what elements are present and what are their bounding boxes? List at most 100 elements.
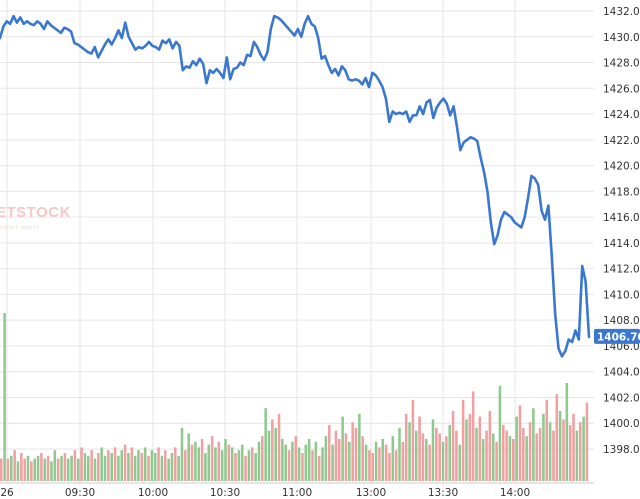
volume-bar (150, 450, 154, 481)
volume-bar (194, 441, 197, 481)
volume-bar (63, 453, 67, 481)
volume-bar (324, 436, 328, 481)
volume-bar (572, 413, 575, 481)
y-axis: 1398.00 1400.00 1402.00 1404.00 1406.00 1408.… (603, 6, 640, 456)
volume-bar (97, 453, 100, 481)
volume-bar (0, 458, 3, 481)
y-tick-label: 1418.00 (603, 186, 640, 198)
volume-bar (174, 447, 177, 481)
volume-bar (297, 447, 301, 481)
volume-bar (170, 453, 174, 481)
y-tick-label: 1402.00 (603, 392, 640, 404)
volume-bar (117, 455, 120, 481)
volume-bar (281, 439, 284, 481)
volume-bar (16, 461, 20, 481)
volume-bar (371, 453, 375, 481)
volume-bar (133, 455, 137, 481)
y-tick-label: 1416.00 (603, 212, 640, 224)
volume-bar (501, 425, 505, 481)
volume-bar (354, 427, 358, 481)
volume-bar (555, 394, 559, 481)
volume-bar (184, 450, 187, 481)
volume-bars (0, 313, 589, 481)
volume-bar (130, 447, 134, 481)
volume-bar (240, 444, 244, 481)
y-tick-label: 1408.00 (603, 315, 640, 327)
volume-bar (56, 458, 60, 481)
volume-bar (254, 453, 257, 481)
price-line-group (0, 14, 591, 358)
volume-bar (100, 447, 103, 481)
volume-bar (562, 419, 565, 481)
volume-bar (26, 455, 30, 481)
volume-bar (80, 447, 83, 481)
volume-bar (451, 411, 455, 481)
volume-bar (50, 461, 53, 481)
volume-bar (274, 427, 277, 481)
volume-bar (505, 430, 508, 481)
volume-bar (277, 413, 281, 481)
volume-bar (257, 441, 261, 481)
volume-bar (441, 441, 445, 481)
volume-bar (267, 430, 271, 481)
volume-bar (200, 439, 204, 481)
x-tick-label: 09:30 (65, 487, 95, 499)
volume-bar (207, 444, 211, 481)
watermark-text: ETSTOCK (0, 204, 71, 221)
y-tick-label: 1400.00 (603, 418, 640, 430)
volume-bar (545, 399, 549, 481)
volume-bar (448, 425, 451, 481)
volume-bar (548, 422, 552, 481)
y-tick-label: 1422.00 (603, 135, 640, 147)
volume-bar (13, 450, 16, 481)
volume-bar (301, 453, 304, 481)
volume-bar (468, 413, 472, 481)
watermark: ETSTOCK smart paper (0, 204, 71, 231)
volume-bar (190, 444, 194, 481)
volume-bar (23, 458, 26, 481)
volume-bar (60, 455, 63, 481)
watermark-subtext: smart paper (0, 225, 40, 231)
x-tick-label: 13:30 (428, 487, 458, 499)
volume-bar (180, 427, 184, 481)
volume-bar (421, 433, 425, 481)
x-tick-label: 14:00 (500, 487, 530, 499)
volume-bar (582, 416, 585, 481)
volume-bar (411, 399, 415, 481)
volume-bar (512, 439, 515, 481)
volume-bar (294, 436, 298, 481)
x-tick-label: 26 (0, 487, 14, 499)
volume-bar (425, 439, 428, 481)
y-tick-label: 1432.00 (603, 6, 640, 18)
volume-bar (418, 416, 421, 481)
volume-bar (204, 453, 207, 481)
y-tick-label: 1410.00 (603, 289, 640, 301)
volume-bar (348, 441, 351, 481)
volume-bar (224, 439, 227, 481)
volume-bar (227, 444, 231, 481)
volume-bar (36, 455, 40, 481)
volume-bar (515, 416, 518, 481)
volume-bar (76, 458, 80, 481)
y-tick-label: 1398.00 (603, 444, 640, 456)
volume-bar (66, 458, 70, 481)
y-tick-label: 1428.00 (603, 58, 640, 70)
volume-bar (10, 455, 13, 481)
volume-bar (525, 436, 528, 481)
volume-bar (244, 455, 247, 481)
volume-bar (414, 430, 418, 481)
volume-bar (465, 419, 468, 481)
y-tick-label: 1424.00 (603, 109, 640, 121)
volume-bar (291, 441, 294, 481)
volume-bar (314, 441, 318, 481)
last-price-badge-bg (594, 328, 640, 344)
volume-bar (40, 453, 43, 481)
volume-bar (364, 444, 368, 481)
x-tick-label: 13:00 (356, 487, 386, 499)
volume-bar (552, 430, 555, 481)
volume-bar (488, 411, 492, 481)
volume-bar (87, 455, 90, 481)
volume-bar (398, 427, 401, 481)
volume-bar (384, 444, 388, 481)
